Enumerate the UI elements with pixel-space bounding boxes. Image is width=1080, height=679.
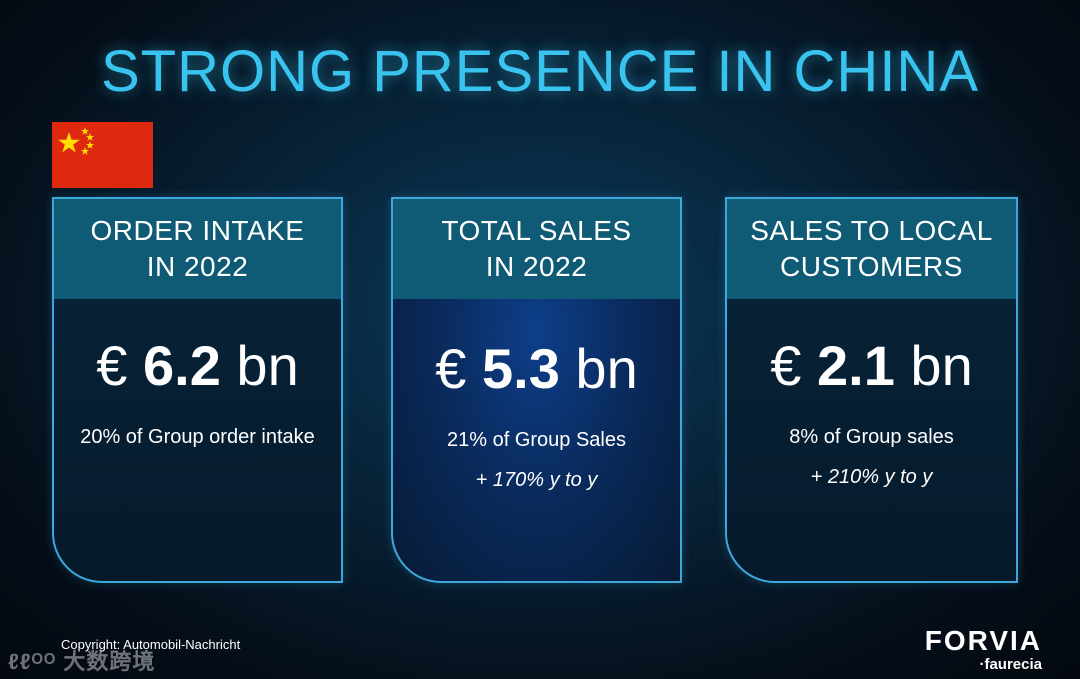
small-star-icon	[81, 147, 89, 155]
card-heading: SALES TO LOCAL CUSTOMERS	[727, 199, 1016, 299]
card-growth: + 170% y to y	[475, 469, 598, 491]
total-sales-card: TOTAL SALES IN 2022 € 5.3 bn 21% of Grou…	[391, 197, 682, 583]
currency-symbol: €	[96, 334, 128, 397]
big-star-icon	[58, 132, 80, 153]
card-heading: ORDER INTAKE IN 2022	[54, 199, 341, 299]
card-value: € 5.3 bn	[393, 336, 680, 401]
card-heading-line2: IN 2022	[485, 251, 588, 282]
brand-name: FORVIA	[924, 625, 1042, 656]
currency-symbol: €	[435, 337, 467, 400]
card-heading-line1: ORDER INTAKE	[90, 215, 305, 246]
card-growth: + 210% y to y	[810, 466, 933, 488]
value-unit: bn	[236, 334, 299, 397]
card-subtext: 8% of Group sales	[789, 426, 954, 448]
page-title: STRONG PRESENCE IN CHINA	[101, 39, 979, 104]
copyright-text: Copyright: Automobil-Nachricht	[61, 637, 241, 652]
value-number: 5.3	[482, 337, 560, 400]
card-value: € 6.2 bn	[54, 333, 341, 398]
currency-symbol: €	[770, 334, 802, 397]
local-customers-card: SALES TO LOCAL CUSTOMERS € 2.1 bn 8% of …	[725, 197, 1018, 583]
china-flag-icon	[52, 122, 153, 188]
card-subtext: 21% of Group Sales	[447, 429, 626, 451]
small-star-icon	[86, 133, 94, 141]
card-heading-line2: IN 2022	[146, 251, 249, 282]
subbrand-name: ·faurecia	[979, 656, 1042, 673]
card-subtext: 20% of Group order intake	[80, 426, 315, 448]
small-star-icon	[81, 127, 89, 135]
card-value: € 2.1 bn	[727, 333, 1016, 398]
value-unit: bn	[910, 334, 973, 397]
order-intake-card: ORDER INTAKE IN 2022 € 6.2 bn 20% of Gro…	[52, 197, 343, 583]
value-number: 2.1	[817, 334, 895, 397]
card-heading: TOTAL SALES IN 2022	[393, 199, 680, 299]
watermark-text: ℓℓᴼᴼ 大数跨境	[8, 649, 156, 674]
small-star-icon	[86, 141, 94, 149]
card-heading-line1: SALES TO LOCAL	[750, 215, 993, 246]
forvia-logo: FORVIA ·faurecia	[925, 626, 1042, 674]
card-heading-line1: TOTAL SALES	[441, 215, 632, 246]
value-number: 6.2	[143, 334, 221, 397]
card-heading-line2: CUSTOMERS	[780, 251, 963, 282]
value-unit: bn	[575, 337, 638, 400]
